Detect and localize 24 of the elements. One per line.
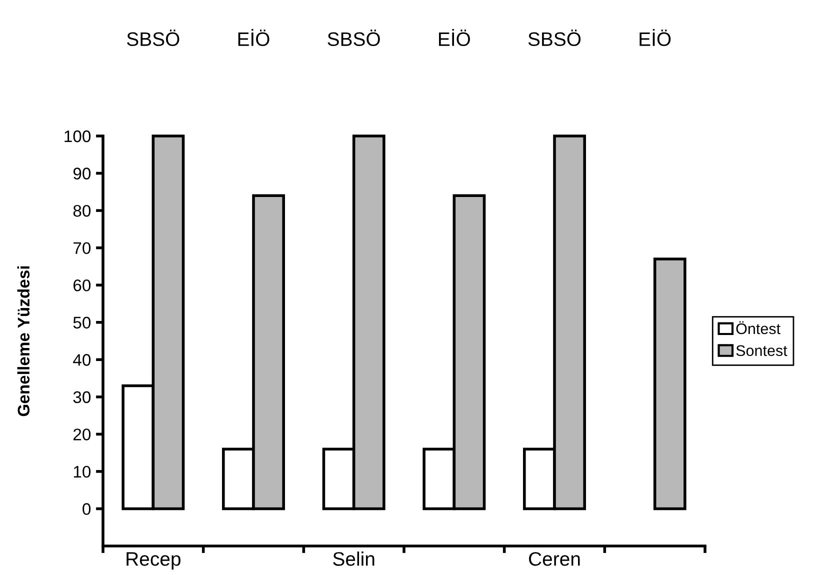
- y-tick-label: 20: [73, 428, 91, 440]
- y-tick-label: 50: [73, 316, 91, 329]
- y-tick-label: 30: [73, 391, 91, 404]
- y-tick-label: 70: [74, 242, 91, 254]
- x-tick-label: SBSÖ: [127, 30, 180, 46]
- x-tick-label: SBSÖ: [528, 30, 581, 46]
- bar: [653, 258, 686, 510]
- y-tick-label: 60: [74, 279, 91, 292]
- text: Selin: [333, 552, 374, 566]
- x-tick-label: EİÖ: [439, 29, 470, 46]
- y-tick-label: 40: [73, 354, 91, 366]
- legend-label: Sontest: [736, 345, 788, 356]
- y-tick-label: 0: [82, 503, 91, 515]
- y-tick-label: 100: [64, 130, 91, 142]
- x-tick-label: EİÖ: [640, 29, 671, 46]
- x-tick-label: SBSÖ: [328, 30, 380, 46]
- y-tick-label: 90: [73, 168, 91, 180]
- y-tick-label: 80: [73, 204, 91, 217]
- legend-label: Öntest: [736, 321, 780, 334]
- text: Recep: [126, 552, 180, 570]
- text: Ceren: [529, 552, 580, 566]
- x-tick-label: EİÖ: [238, 29, 270, 46]
- y-tick-label: 10: [74, 466, 91, 478]
- y-axis-title: Genelleme Yüzdesi: [17, 266, 30, 416]
